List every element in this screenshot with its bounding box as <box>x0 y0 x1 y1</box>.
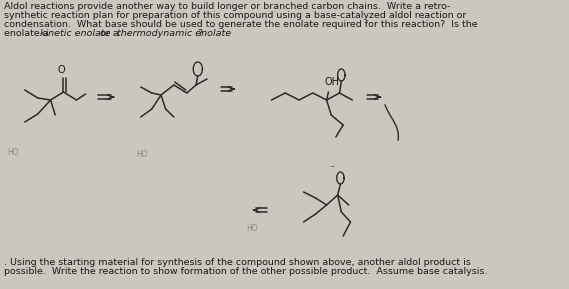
Text: or a: or a <box>97 29 121 38</box>
Text: HO: HO <box>136 150 148 159</box>
Text: Aldol reactions provide another way to build longer or branched carbon chains.  : Aldol reactions provide another way to b… <box>3 2 450 11</box>
Text: ⁻: ⁻ <box>329 164 334 174</box>
Text: HO: HO <box>7 148 19 157</box>
Text: possible.  Write the reaction to show formation of the other possible product.  : possible. Write the reaction to show for… <box>3 267 487 276</box>
Text: OH: OH <box>325 77 340 87</box>
Text: thermodynamic enolate: thermodynamic enolate <box>117 29 231 38</box>
Text: ?: ? <box>197 29 202 38</box>
Text: . Using the starting material for synthesis of the compound shown above, another: . Using the starting material for synthe… <box>3 258 471 267</box>
Text: synthetic reaction plan for preparation of this compound using a base-catalyzed : synthetic reaction plan for preparation … <box>3 11 466 20</box>
Text: O: O <box>58 65 65 75</box>
Text: kinetic enolate: kinetic enolate <box>40 29 110 38</box>
Text: condensation.  What base should be used to generate the enolate required for thi: condensation. What base should be used t… <box>3 20 477 29</box>
Text: HO: HO <box>246 224 258 233</box>
Text: enolate a: enolate a <box>3 29 51 38</box>
